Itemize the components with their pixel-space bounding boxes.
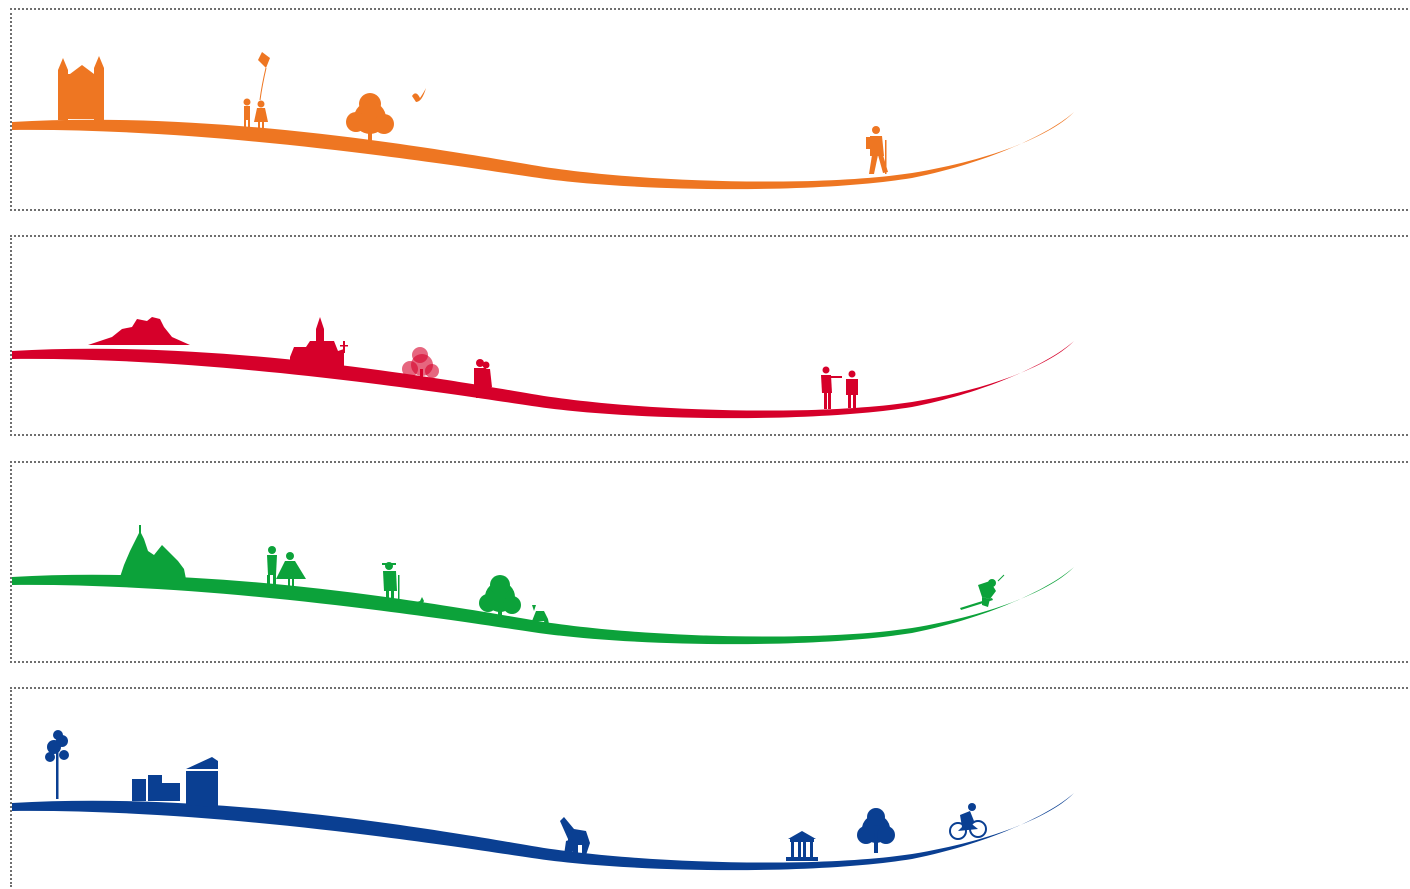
landscape-red [12,317,1074,419]
shepherd-dog-icon [382,562,424,609]
skier-icon [960,574,1005,610]
landscape-panel-red [10,235,1408,436]
landscape-blue [12,730,1074,871]
tree-icon [346,93,394,150]
kite-children-icon [243,52,270,128]
blossom-tree-icon [402,347,446,389]
hill-curve [12,341,1074,419]
hill-curve [12,793,1074,871]
bird-icon [412,88,426,102]
violinists-icon [821,366,858,409]
castle-icon [58,56,104,120]
cyclist-icon [949,803,987,840]
city-buildings-icon [132,757,218,807]
deer-icon [532,605,550,629]
landscape-green [12,525,1074,645]
landscape-orange [12,52,1074,190]
landscape-panel-orange [10,8,1408,211]
gazebo-icon [786,831,818,861]
couple-icon [474,359,492,398]
tree-icon [479,575,521,623]
landscape-panel-blue [10,687,1408,887]
hill-castle-icon [88,317,190,345]
hill-curve [12,567,1074,645]
dancers-icon [267,546,306,591]
giraffes-icon [560,817,590,855]
birch-tree-icon [45,730,69,799]
wooden-church-icon [120,525,186,579]
hill-curve [12,112,1074,190]
landscape-panel-green [10,461,1408,663]
church-icon [290,317,348,373]
tree-icon [857,808,895,853]
hiker-icon [866,126,888,174]
